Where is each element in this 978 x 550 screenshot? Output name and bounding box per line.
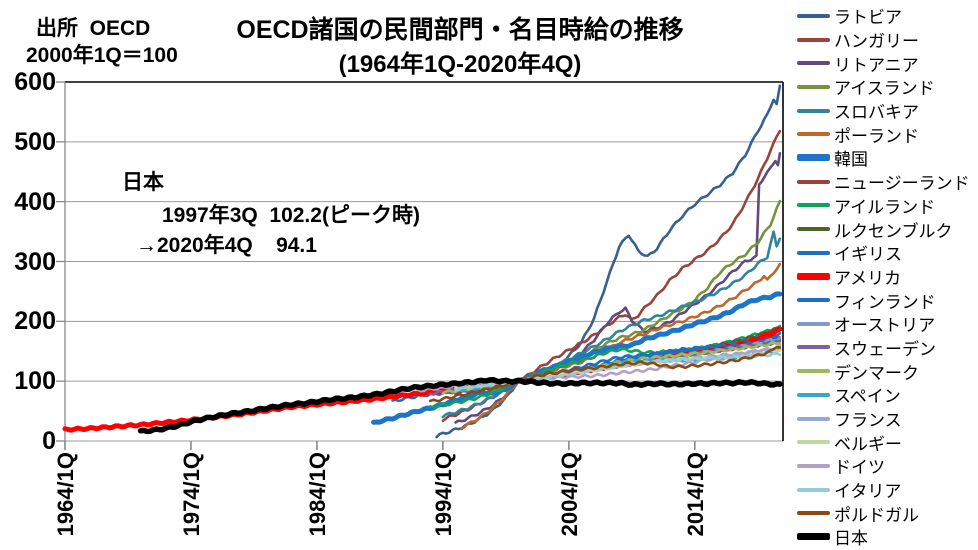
legend-swatch-japan — [797, 533, 830, 541]
legend-label: ルクセンブルク — [834, 221, 953, 241]
legend-item-iceland: アイスランド — [797, 75, 978, 99]
series-line-iceland — [441, 199, 782, 407]
legend-swatch-ireland — [797, 203, 830, 208]
legend-label: アイルランド — [834, 197, 936, 217]
legend-label: フランス — [834, 411, 902, 431]
legend-label: アイスランド — [834, 79, 935, 99]
series-line-japan — [137, 376, 783, 435]
x-axis-label: 1974/1Q — [178, 452, 204, 537]
legend-label: スロバキア — [834, 103, 919, 123]
legend-label: ポルドガル — [834, 505, 919, 525]
legend-item-portugal: ポルドガル — [797, 501, 978, 525]
y-axis-label: 500 — [14, 127, 56, 156]
y-axis-label: 400 — [14, 187, 56, 216]
x-axis-label: 1964/1Q — [53, 452, 78, 537]
legend-swatch-austria — [797, 321, 830, 326]
legend-item-spain: スペイン — [797, 383, 978, 407]
legend-item-poland: ポーランド — [797, 122, 978, 146]
legend-label: 韓国 — [834, 150, 868, 170]
legend-label: ドイツ — [834, 458, 885, 478]
legend-label: イギリス — [834, 245, 902, 265]
chart-title: OECD諸国の民間部門・名目時給の推移 — [236, 16, 684, 44]
legend-item-hungary: ハンガリー — [797, 28, 978, 52]
chart-subtitle: (1964年1Q-2020年4Q) — [338, 51, 582, 78]
legend-swatch-poland — [797, 132, 830, 137]
y-axis-label: 100 — [14, 367, 56, 396]
legend-label: ハンガリー — [834, 32, 919, 52]
legend-swatch-sweden — [797, 345, 830, 350]
series-line-portugal — [428, 345, 782, 403]
y-axis-label: 0 — [42, 427, 56, 455]
y-axis-label: 600 — [14, 68, 56, 96]
y-axis-label: 200 — [14, 307, 56, 336]
legend-item-slovakia: スロバキア — [797, 99, 978, 123]
legend-item-denmark: デンマーク — [797, 359, 978, 383]
legend-label: ラトビア — [834, 8, 902, 28]
legend-swatch-finland — [797, 298, 830, 303]
legend-label: リトアニア — [834, 55, 919, 75]
legend-swatch-iceland — [797, 84, 830, 89]
y-axis-label: 300 — [14, 247, 56, 276]
x-axis-label: 1994/1Q — [430, 452, 456, 537]
legend-swatch-lithuania — [797, 61, 830, 66]
legend-swatch-france — [797, 416, 830, 421]
legend-swatch-spain — [797, 392, 830, 397]
legend-item-finland: フィンランド — [797, 288, 978, 312]
legend-item-france: フランス — [797, 407, 978, 431]
legend-swatch-slovakia — [797, 108, 830, 113]
x-axis-label: 1984/1Q — [304, 452, 330, 537]
legend-item-usa: アメリカ — [797, 265, 978, 289]
chart-legend: ラトビアハンガリーリトアニアアイスランド スロバキアポーランド韓国ニュージーランド… — [797, 4, 978, 549]
legend-item-sweden: スウェーデン — [797, 336, 978, 360]
legend-label: ニュージーランド — [834, 174, 970, 194]
legend-label: イタリア — [834, 482, 902, 502]
legend-label: ベルギー — [834, 434, 902, 454]
annotation-country: 日本 — [122, 171, 164, 194]
legend-item-belgium: ベルギー — [797, 430, 978, 454]
legend-swatch-hungary — [797, 37, 830, 42]
legend-label: オーストリア — [834, 316, 936, 336]
legend-label: スペイン — [834, 387, 901, 407]
x-axis-label: 2004/1Q — [556, 452, 582, 537]
legend-label: フィンランド — [834, 292, 936, 312]
legend-swatch-italy — [797, 487, 830, 492]
legend-swatch-newzealand — [797, 179, 830, 184]
legend-swatch-uk — [797, 250, 830, 255]
legend-item-austria: オーストリア — [797, 312, 978, 336]
legend-item-newzealand: ニュージーランド — [797, 170, 978, 194]
legend-label: デンマーク — [834, 363, 919, 383]
annotation-peak: 1997年3Q 102.2(ピーク時) — [162, 204, 420, 227]
annotation-latest: →2020年4Q 94.1 — [136, 234, 317, 257]
index-base-note: 2000年1Q＝100 — [26, 44, 178, 67]
legend-swatch-latvia — [797, 13, 830, 18]
legend-item-japan: 日本 — [797, 525, 978, 549]
legend-item-italy: イタリア — [797, 478, 978, 502]
legend-item-luxembourg: ルクセンブルク — [797, 217, 978, 241]
legend-item-latvia: ラトビア — [797, 4, 978, 28]
legend-swatch-belgium — [797, 440, 830, 445]
legend-label: ポーランド — [834, 126, 919, 146]
legend-swatch-korea — [797, 154, 830, 162]
legend-swatch-usa — [797, 272, 830, 280]
legend-label: 日本 — [834, 529, 868, 549]
legend-swatch-denmark — [797, 369, 830, 374]
legend-swatch-luxembourg — [797, 227, 830, 232]
legend-item-uk: イギリス — [797, 241, 978, 265]
series-line-usa — [62, 326, 783, 433]
legend-item-lithuania: リトアニア — [797, 51, 978, 75]
legend-item-korea: 韓国 — [797, 146, 978, 170]
legend-swatch-portugal — [797, 511, 830, 516]
legend-swatch-germany — [797, 463, 830, 468]
legend-item-ireland: アイルランド — [797, 194, 978, 218]
source-note-line1: 出所 OECD — [36, 17, 151, 40]
legend-label: スウェーデン — [834, 339, 936, 359]
x-axis-label: 2014/1Q — [682, 452, 708, 537]
legend-item-germany: ドイツ — [797, 454, 978, 478]
legend-label: アメリカ — [834, 268, 902, 288]
